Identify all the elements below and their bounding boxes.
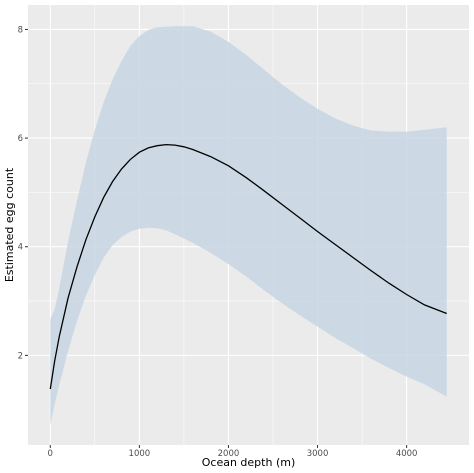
x-tick-label: 0 [48, 449, 53, 459]
confidence-band [50, 26, 447, 425]
y-tick-label: 6 [18, 134, 23, 144]
x-tick-label: 4000 [396, 449, 418, 459]
y-axis-title: Estimated egg count [3, 167, 16, 282]
y-tick-label: 8 [18, 25, 23, 35]
x-axis-title: Ocean depth (m) [202, 456, 296, 469]
y-tick-label: 4 [18, 243, 23, 253]
x-tick-label: 3000 [307, 449, 329, 459]
y-axis-ticks: 2 4 6 8 [18, 25, 28, 361]
fit-line [49, 143, 447, 390]
y-tick-label: 2 [18, 351, 23, 361]
x-tick-label: 2000 [218, 449, 240, 459]
x-axis-ticks: 0 1000 2000 3000 4000 [48, 445, 418, 459]
x-tick-label: 1000 [129, 449, 151, 459]
